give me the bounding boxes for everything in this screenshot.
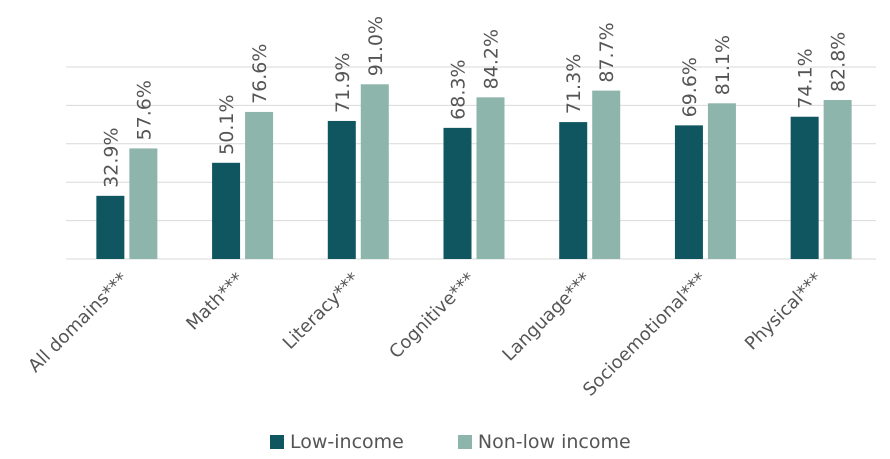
category-label: Physical*** (741, 269, 827, 355)
value-label: 81.1% (712, 35, 734, 95)
value-label: 32.9% (100, 127, 122, 187)
value-label: 50.1% (216, 94, 238, 154)
category-label: All domains*** (24, 269, 132, 377)
value-label: 87.7% (596, 22, 618, 82)
bar-non-low-income (707, 103, 736, 260)
bar-non-low-income (245, 111, 274, 259)
bar-low-income (212, 162, 241, 259)
bar-non-low-income (592, 90, 621, 259)
bars (96, 84, 852, 260)
category-label: Math*** (182, 269, 248, 335)
value-label: 57.6% (133, 80, 155, 140)
legend-swatch-non-low-income (457, 435, 472, 449)
value-label: 68.3% (448, 60, 470, 120)
value-label: 71.3% (563, 54, 585, 114)
category-label: Language*** (498, 269, 595, 366)
bar-non-low-income (476, 97, 505, 259)
legend-item-non-low-income: Non-low income (457, 431, 631, 453)
bar-non-low-income (360, 84, 389, 259)
value-label: 82.8% (828, 32, 850, 92)
bar-low-income (96, 195, 125, 259)
legend-label-non-low-income: Non-low income (477, 431, 631, 453)
bar-low-income (674, 125, 703, 259)
category-labels: All domains*** Math*** Literacy*** Cognitiv… (24, 269, 826, 401)
legend-swatch-low-income (270, 435, 284, 449)
legend: Low-income Non-low income (270, 429, 685, 455)
bar-low-income (559, 122, 588, 259)
category-label: Literacy*** (279, 269, 364, 354)
bar-non-low-income (823, 100, 852, 259)
value-label: 71.9% (332, 53, 354, 113)
value-label: 91.0% (365, 16, 387, 76)
legend-item-low-income: Low-income (270, 431, 404, 453)
bar-low-income (327, 120, 356, 260)
value-label: 74.1% (795, 48, 817, 108)
value-label: 69.6% (679, 57, 701, 117)
bar-low-income (443, 127, 472, 259)
bar-low-income (790, 116, 819, 259)
legend-label-low-income: Low-income (290, 431, 404, 453)
value-label: 76.6% (249, 44, 271, 104)
bar-non-low-income (129, 148, 158, 259)
category-label: Socioemotional*** (579, 269, 711, 401)
value-label: 84.2% (481, 29, 503, 89)
category-label: Cognitive*** (385, 269, 479, 363)
value-labels: 32.9% 57.6% 50.1% 76.6% 71.9% 91.0% 68.3% 84.2%… (100, 16, 849, 188)
